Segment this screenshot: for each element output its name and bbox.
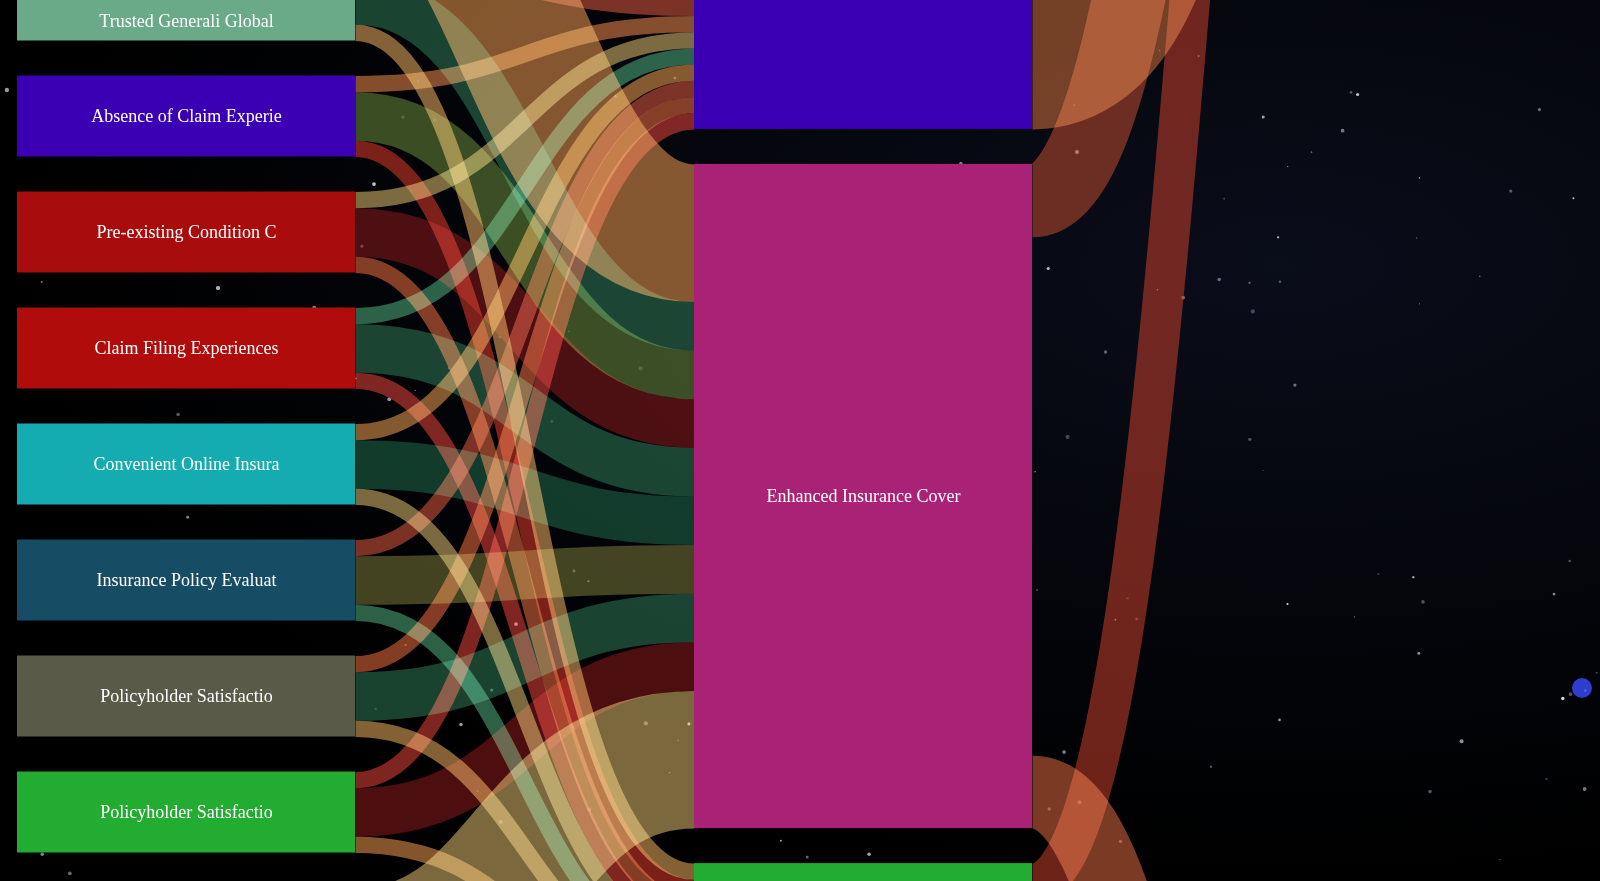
svg-text:Insurance Policy Evaluat: Insurance Policy Evaluat (97, 570, 277, 590)
svg-text:Pre-existing Condition C: Pre-existing Condition C (97, 222, 277, 242)
svg-text:Trusted Generali Global: Trusted Generali Global (99, 11, 273, 31)
svg-text:Policyholder Satisfactio: Policyholder Satisfactio (100, 802, 272, 822)
svg-text:Convenient Online Insura: Convenient Online Insura (94, 454, 280, 474)
svg-text:Absence of Claim Experie: Absence of Claim Experie (91, 106, 281, 126)
svg-text:Enhanced Insurance Cover: Enhanced Insurance Cover (767, 486, 961, 506)
svg-text:Policyholder Satisfactio: Policyholder Satisfactio (100, 686, 272, 706)
svg-text:Claim Filing Experiences: Claim Filing Experiences (95, 338, 279, 358)
